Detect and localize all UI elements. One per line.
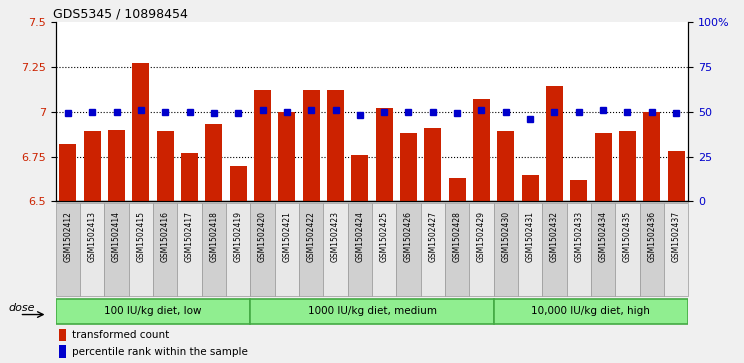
Bar — [644, 112, 660, 363]
Text: GSM1502433: GSM1502433 — [574, 211, 583, 262]
Bar — [56, 203, 80, 296]
Bar — [80, 203, 104, 296]
Text: GSM1502418: GSM1502418 — [209, 211, 219, 262]
Text: GSM1502417: GSM1502417 — [185, 211, 194, 262]
Bar — [56, 299, 251, 323]
Bar — [303, 90, 320, 363]
Text: GSM1502424: GSM1502424 — [356, 211, 365, 262]
Bar — [251, 203, 275, 296]
Bar — [615, 203, 640, 296]
Bar — [667, 151, 684, 363]
Bar — [104, 203, 129, 296]
Bar — [522, 175, 539, 363]
Bar — [518, 203, 542, 296]
Text: GSM1502429: GSM1502429 — [477, 211, 486, 262]
Bar — [60, 144, 77, 363]
Bar — [664, 203, 688, 296]
Bar — [251, 299, 493, 323]
Bar — [445, 203, 469, 296]
Bar — [347, 203, 372, 296]
Bar — [205, 124, 222, 363]
Text: GSM1502423: GSM1502423 — [331, 211, 340, 262]
Bar — [59, 345, 65, 358]
Text: GSM1502412: GSM1502412 — [63, 211, 72, 262]
Bar — [469, 203, 493, 296]
Bar — [542, 203, 567, 296]
Text: GSM1502426: GSM1502426 — [404, 211, 413, 262]
Text: GSM1502419: GSM1502419 — [234, 211, 243, 262]
Bar — [376, 108, 393, 363]
Text: GSM1502414: GSM1502414 — [112, 211, 121, 262]
Bar — [132, 63, 150, 363]
Text: GSM1502427: GSM1502427 — [429, 211, 437, 262]
Bar — [591, 203, 615, 296]
Text: GSM1502428: GSM1502428 — [452, 211, 461, 262]
Text: dose: dose — [8, 303, 35, 313]
Text: GSM1502434: GSM1502434 — [599, 211, 608, 262]
Text: GSM1502413: GSM1502413 — [88, 211, 97, 262]
Bar — [570, 180, 587, 363]
Bar — [177, 203, 202, 296]
Text: GDS5345 / 10898454: GDS5345 / 10898454 — [53, 8, 187, 21]
Bar — [254, 90, 271, 363]
Text: 100 IU/kg diet, low: 100 IU/kg diet, low — [104, 306, 202, 316]
Text: GSM1502415: GSM1502415 — [136, 211, 145, 262]
Bar — [493, 299, 688, 323]
Bar — [567, 203, 591, 296]
Bar — [181, 153, 198, 363]
Text: 10,000 IU/kg diet, high: 10,000 IU/kg diet, high — [531, 306, 650, 316]
Bar — [278, 112, 295, 363]
Bar — [129, 203, 153, 296]
Text: GSM1502436: GSM1502436 — [647, 211, 656, 262]
Bar — [397, 203, 420, 296]
Text: GSM1502430: GSM1502430 — [501, 211, 510, 262]
Bar — [424, 128, 441, 363]
Bar — [546, 86, 563, 363]
Text: GSM1502435: GSM1502435 — [623, 211, 632, 262]
Bar — [594, 133, 612, 363]
Bar — [619, 131, 636, 363]
Bar — [324, 203, 347, 296]
Bar — [230, 166, 247, 363]
Text: GSM1502422: GSM1502422 — [307, 211, 315, 262]
Bar — [226, 203, 251, 296]
Bar — [84, 131, 100, 363]
Text: GSM1502431: GSM1502431 — [525, 211, 535, 262]
Bar — [153, 203, 177, 296]
Bar — [299, 203, 324, 296]
Bar — [108, 130, 125, 363]
Bar — [351, 155, 368, 363]
Bar — [493, 203, 518, 296]
Text: GSM1502432: GSM1502432 — [550, 211, 559, 262]
Text: GSM1502437: GSM1502437 — [672, 211, 681, 262]
Bar — [275, 203, 299, 296]
Bar — [473, 99, 490, 363]
Bar — [372, 203, 397, 296]
Bar — [640, 203, 664, 296]
Text: percentile rank within the sample: percentile rank within the sample — [72, 347, 248, 356]
Bar — [327, 90, 344, 363]
Bar — [420, 203, 445, 296]
Text: GSM1502425: GSM1502425 — [379, 211, 388, 262]
Text: GSM1502416: GSM1502416 — [161, 211, 170, 262]
Bar — [449, 178, 466, 363]
Bar — [497, 131, 514, 363]
Bar — [157, 131, 174, 363]
Bar — [400, 133, 417, 363]
Text: GSM1502421: GSM1502421 — [283, 211, 292, 262]
Text: transformed count: transformed count — [72, 330, 170, 340]
Text: GSM1502420: GSM1502420 — [258, 211, 267, 262]
Bar — [202, 203, 226, 296]
Bar — [59, 329, 65, 341]
Text: 1000 IU/kg diet, medium: 1000 IU/kg diet, medium — [307, 306, 437, 316]
